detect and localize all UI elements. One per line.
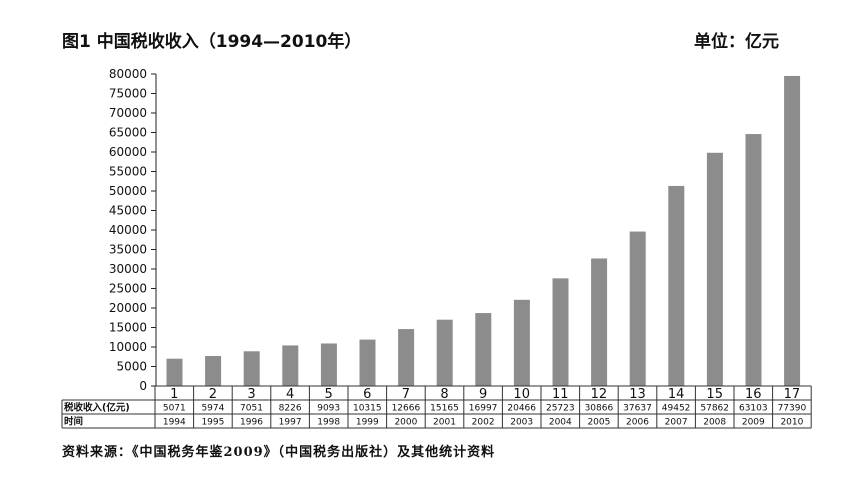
bar: [745, 134, 762, 386]
unit-label: 单位：亿元: [694, 32, 779, 52]
table-cell-year: 2009: [742, 418, 765, 428]
table-cell-revenue: 8226: [279, 404, 302, 414]
bar: [359, 339, 376, 386]
table-cell-revenue: 77390: [778, 404, 807, 414]
x-category-label: 9: [479, 387, 487, 402]
bar: [706, 152, 723, 386]
x-category-label: 1: [170, 387, 178, 402]
bars-layer: [166, 75, 801, 386]
x-category-label: 17: [784, 387, 801, 402]
table-cell-year: 1998: [317, 418, 340, 428]
x-category-label: 6: [363, 387, 371, 402]
table-cell-revenue: 30866: [585, 404, 614, 414]
y-tick-label: 5000: [116, 360, 147, 374]
bar: [243, 351, 260, 386]
y-tick-label: 50000: [109, 184, 147, 198]
table-cell-revenue: 16997: [469, 404, 498, 414]
table-cell-revenue: 5071: [163, 404, 186, 414]
table-cell-year: 1999: [356, 418, 379, 428]
x-category-label: 14: [668, 387, 685, 402]
bar: [513, 299, 530, 386]
source-note: 资料来源：《中国税务年鉴2009》（中国税务出版社）及其他统计资料: [62, 445, 496, 460]
table-cell-year: 2006: [626, 418, 649, 428]
y-tick-label: 0: [139, 379, 147, 393]
table-cell-year: 1997: [279, 418, 302, 428]
bar: [784, 75, 801, 386]
bar: [552, 278, 569, 386]
x-category-label: 16: [745, 387, 762, 402]
table-cell-revenue: 20466: [507, 404, 536, 414]
y-tick-label: 25000: [109, 282, 147, 296]
x-category-label: 13: [629, 387, 646, 402]
bar: [205, 355, 222, 386]
x-category-label: 15: [706, 387, 723, 402]
table-cell-year: 1995: [201, 418, 224, 428]
y-tick-label: 65000: [109, 126, 147, 140]
bar: [591, 258, 608, 386]
table-cell-year: 2003: [510, 418, 533, 428]
y-tick-label: 55000: [109, 165, 147, 179]
table-cell-year: 2002: [472, 418, 495, 428]
y-tick-label: 45000: [109, 204, 147, 218]
y-tick-label: 15000: [109, 321, 147, 335]
table-cell-year: 2008: [703, 418, 726, 428]
bar: [166, 358, 183, 386]
x-category-label: 2: [209, 387, 217, 402]
table-cell-revenue: 10315: [353, 404, 382, 414]
table-cell-year: 1996: [240, 418, 263, 428]
table-cell-revenue: 63103: [739, 404, 768, 414]
y-tick-label: 30000: [109, 262, 147, 276]
table-row-label-revenue: 税收收入(亿元): [64, 402, 130, 414]
x-category-label: 11: [552, 387, 569, 402]
x-category-label: 7: [402, 387, 410, 402]
table-cell-revenue: 25723: [546, 404, 575, 414]
x-category-label: 8: [440, 387, 448, 402]
bar: [398, 329, 415, 386]
y-tick-label: 40000: [109, 223, 147, 237]
x-category-label: 10: [513, 387, 530, 402]
table-cell-revenue: 9093: [317, 404, 340, 414]
x-category-label: 3: [247, 387, 255, 402]
y-tick-label: 75000: [109, 87, 147, 101]
table-cell-year: 2005: [587, 418, 610, 428]
bar: [320, 343, 337, 386]
bar: [436, 319, 453, 386]
table-cell-revenue: 57862: [700, 404, 729, 414]
table-cell-revenue: 5974: [201, 404, 224, 414]
table-cell-revenue: 12666: [392, 404, 421, 414]
table-row-label-year: 时间: [64, 416, 83, 428]
page-title: 图1 中国税收收入（1994—2010年）: [62, 32, 362, 52]
table-cell-year: 2004: [549, 418, 572, 428]
x-category-label: 4: [286, 387, 294, 402]
table-cell-revenue: 37637: [623, 404, 652, 414]
y-tick-label: 70000: [109, 106, 147, 120]
y-tick-label: 80000: [109, 67, 147, 81]
y-tick-label: 10000: [109, 340, 147, 354]
x-category-label: 12: [591, 387, 608, 402]
bar: [629, 231, 646, 386]
table-cell-revenue: 15165: [430, 404, 459, 414]
bar: [668, 185, 685, 386]
x-category-label: 5: [325, 387, 333, 402]
y-tick-label: 60000: [109, 145, 147, 159]
y-tick-label: 35000: [109, 243, 147, 257]
bar: [475, 313, 492, 386]
table-cell-year: 2001: [433, 418, 456, 428]
axis-layer: 0 5000 10000 15000 20000 25000 30000 35000 40000…: [109, 67, 157, 393]
table-cell-year: 2010: [780, 418, 803, 428]
table-cell-year: 2007: [665, 418, 688, 428]
table-cell-revenue: 49452: [662, 404, 691, 414]
table-cell-revenue: 7051: [240, 404, 263, 414]
table-cell-year: 1994: [163, 418, 186, 428]
y-tick-label: 20000: [109, 301, 147, 315]
table-cell-year: 2000: [394, 418, 417, 428]
bar: [282, 345, 299, 386]
